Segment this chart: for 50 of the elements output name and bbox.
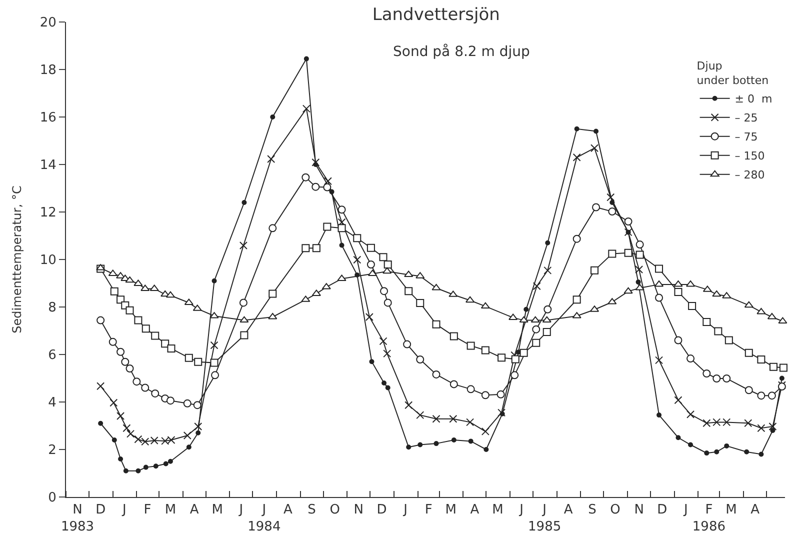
x-tick-label: F [424, 502, 432, 518]
x-tick-label: M [212, 502, 223, 518]
x-tick-label: F 1986 [692, 502, 726, 534]
legend-title: Djup under botten [696, 60, 769, 87]
y-axis-title: Sedimenttemperatur, °C [10, 186, 24, 334]
y-tick-label: 18 [40, 63, 56, 78]
legend-label: – 150 [734, 150, 765, 163]
x-tick-label: A [190, 502, 199, 518]
y-tick-label: 16 [40, 110, 56, 126]
x-tick-label: N 1983 [60, 502, 94, 534]
y-tick-label: 14 [40, 158, 56, 174]
legend-label: – 75 [734, 130, 758, 144]
x-tick-label: D [376, 502, 387, 518]
x-tick-label: J [121, 502, 126, 518]
legend-label: – 25 [734, 112, 758, 125]
x-tick-label: N [634, 502, 644, 518]
x-tick-label: O [330, 502, 340, 518]
x-tick-label: J [238, 502, 244, 518]
x-tick-label: S [588, 502, 596, 518]
text: Sond på 8.2 m djup [393, 43, 530, 60]
x-tick-label: M [164, 502, 176, 518]
x-tick-label: O [610, 502, 620, 518]
x-tick-label: J [518, 502, 524, 518]
x-tick-label: J 1984 [248, 502, 281, 534]
x-tick-label: J [682, 502, 688, 518]
x-tick-label: J 1985 [528, 502, 562, 534]
x-tick-label: A [564, 502, 573, 518]
y-tick-label: 6 [48, 348, 56, 364]
x-tick-label: A [284, 502, 293, 518]
legend-label: – 280 [734, 168, 765, 182]
x-tick-label: A [750, 502, 760, 518]
x-tick-label: J [402, 502, 408, 518]
chart-title: Landvettersjön [372, 5, 500, 26]
x-tick-label: D [96, 502, 106, 518]
x-tick-label: S [308, 502, 316, 518]
x-tick-label: N [354, 502, 364, 518]
y-tick-label: 0 [48, 490, 56, 506]
y-tick-label: 4 [48, 396, 56, 411]
x-tick-label: D [657, 502, 668, 518]
x-tick-label: A [470, 502, 480, 518]
y-tick-label: 20 [40, 16, 56, 31]
legend-label: ± 0 m [734, 92, 772, 106]
x-tick-label: M [445, 502, 456, 518]
y-tick-label: 2 [48, 443, 56, 458]
x-tick-label: F [144, 502, 152, 518]
y-tick-label: 10 [40, 253, 56, 268]
y-tick-label: 12 [40, 206, 56, 221]
x-tick-label: M [492, 502, 504, 518]
x-tick-label: M [726, 502, 737, 518]
y-tick-label: 8 [48, 300, 56, 316]
